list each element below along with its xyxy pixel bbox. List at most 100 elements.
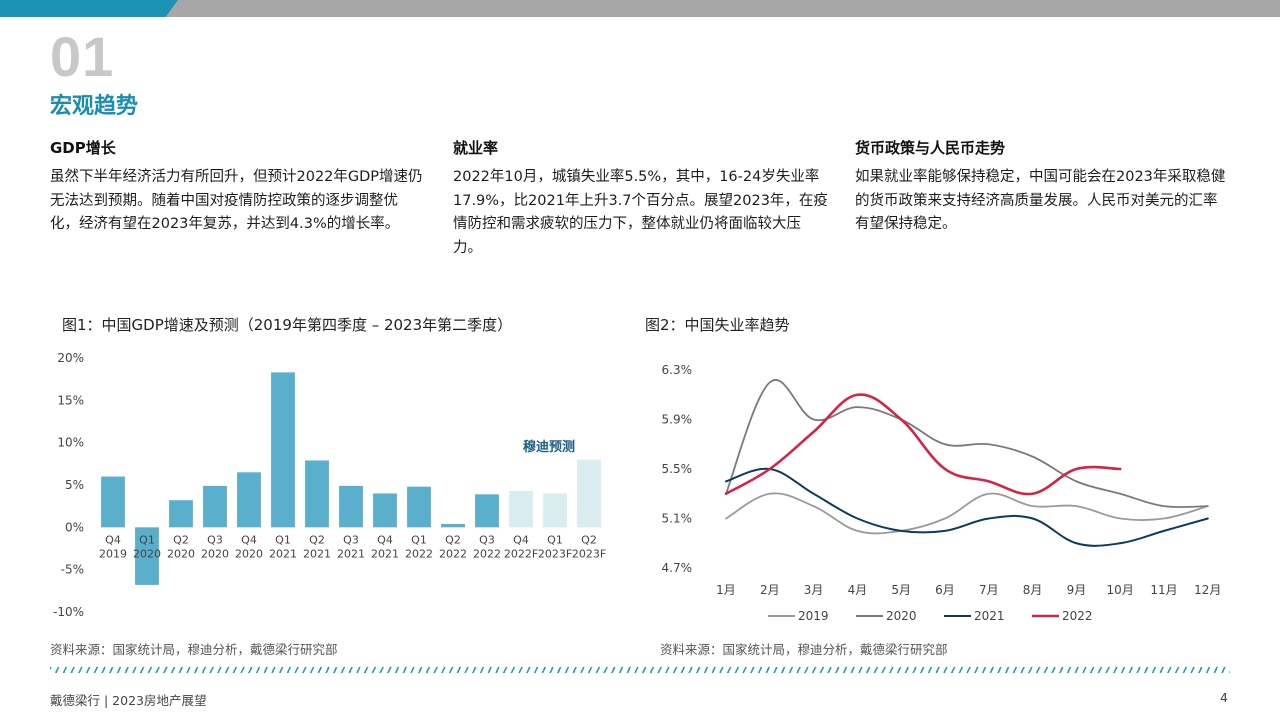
chart1-title: 图1：中国GDP增速及预测（2019年第四季度 – 2023年第二季度） (62, 316, 513, 334)
x-tick-label: 2020 (167, 547, 195, 560)
legend-label: 2021 (974, 609, 1005, 623)
x-tick-label: Q4 (513, 533, 529, 546)
y-tick-label: -5% (61, 563, 84, 577)
y-tick-label: 10% (57, 436, 84, 450)
series-line-2021 (725, 467, 1209, 547)
x-tick-label: Q3 (343, 533, 359, 546)
gdp-bar (441, 523, 465, 528)
x-tick-label: 2022F (504, 547, 538, 560)
x-tick-label: 2019 (99, 547, 127, 560)
gdp-bar (203, 485, 227, 528)
x-tick-label: 2022 (473, 547, 501, 560)
gdp-bar (543, 493, 567, 528)
x-tick-label: Q2 (173, 533, 189, 546)
gdp-bar-chart: -10%-5%0%5%10%15%20%Q42019Q12020Q22020Q3… (53, 351, 606, 619)
footer-divider (50, 667, 1230, 673)
footer-text: 戴德梁行 | 2023房地产展望 (50, 693, 207, 708)
legend-label: 2022 (1062, 609, 1093, 623)
x-tick-label: 5月 (891, 583, 911, 597)
x-tick-label: 2020 (201, 547, 229, 560)
x-tick-label: 2023F (572, 547, 606, 560)
gdp-bar (577, 459, 601, 528)
section-title: 宏观趋势 (50, 94, 139, 119)
section-number: 01 (50, 25, 115, 88)
x-tick-label: Q1 (547, 533, 563, 546)
column-body: 如果就业率能够保持稳定，中国可能会在2023年采取稳健的货币政策来支持经济高质量… (855, 169, 1226, 232)
legend-label: 2019 (798, 609, 829, 623)
gdp-bar (373, 493, 397, 528)
x-tick-label: 11月 (1150, 583, 1177, 597)
gdp-bar (475, 494, 499, 528)
x-tick-label: 6月 (935, 583, 955, 597)
column-employment: 就业率 2022年10月，城镇失业率5.5%，其中，16-24岁失业率17.9%… (453, 138, 828, 260)
legend-label: 2020 (886, 609, 917, 623)
x-tick-label: 1月 (716, 583, 736, 597)
unemployment-line-chart: 4.7% 5.1% 5.5% 5.9% 6.3% 1月 2月 3月 4月 5月 6月 7月 8月 9月 10… (662, 363, 1222, 623)
y-tick-label: 5.5% (662, 462, 693, 476)
x-tick-label: 2020 (133, 547, 161, 560)
column-body: 虽然下半年经济活力有所回升，但预计2022年GDP增速仍无法达到预期。随着中国对… (50, 169, 423, 232)
x-tick-label: Q4 (241, 533, 257, 546)
gdp-bar (305, 460, 329, 528)
x-tick-label: 2022 (405, 547, 433, 560)
gdp-bar (407, 486, 431, 528)
y-tick-label: 15% (57, 393, 84, 407)
x-tick-label: 2021 (269, 547, 297, 560)
x-tick-label: Q2 (581, 533, 597, 546)
top-banner-accent (0, 0, 178, 17)
series-line-2022 (724, 393, 1122, 496)
chart2-source: 资料来源：国家统计局，穆迪分析，戴德梁行研究部 (660, 642, 948, 657)
x-tick-label: Q3 (479, 533, 495, 546)
series-line-2020 (725, 379, 1209, 509)
gdp-bar (237, 472, 261, 528)
x-tick-label: 10月 (1107, 583, 1134, 597)
x-tick-label: Q1 (139, 533, 155, 546)
x-tick-label: 3月 (804, 583, 824, 597)
column-heading: 就业率 (453, 139, 499, 157)
column-heading: GDP增长 (50, 139, 116, 157)
x-tick-label: Q1 (411, 533, 427, 546)
x-tick-label: 2022 (439, 547, 467, 560)
column-gdp: GDP增长 虽然下半年经济活力有所回升，但预计2022年GDP增速仍无法达到预期… (50, 138, 425, 237)
x-tick-label: Q2 (309, 533, 325, 546)
y-tick-label: 5.9% (662, 413, 693, 427)
x-tick-label: 8月 (1023, 583, 1043, 597)
gdp-bar (271, 372, 295, 528)
column-body: 2022年10月，城镇失业率5.5%，其中，16-24岁失业率17.9%，比20… (453, 169, 828, 256)
page-number: 4 (1220, 690, 1228, 705)
column-monetary: 货币政策与人民币走势 如果就业率能够保持稳定，中国可能会在2023年采取稳健的货… (855, 138, 1230, 237)
x-tick-label: Q1 (275, 533, 291, 546)
x-tick-label: Q4 (377, 533, 393, 546)
column-heading: 货币政策与人民币走势 (855, 139, 1006, 157)
x-tick-label: 2021 (371, 547, 399, 560)
top-banner (0, 0, 1280, 17)
gdp-bar (101, 476, 125, 528)
y-tick-label: 5.1% (662, 512, 693, 526)
y-tick-label: 6.3% (662, 363, 693, 377)
x-tick-label: 2月 (760, 583, 780, 597)
gdp-bar (169, 500, 193, 528)
x-tick-label: 9月 (1067, 583, 1087, 597)
x-tick-label: Q4 (105, 533, 121, 546)
x-tick-label: 12月 (1194, 583, 1221, 597)
gdp-bar (135, 527, 159, 585)
y-tick-label: -10% (53, 605, 84, 619)
x-tick-label: 2021 (337, 547, 365, 560)
chart1-source: 资料来源：国家统计局，穆迪分析，戴德梁行研究部 (50, 642, 338, 657)
chart2-title: 图2：中国失业率趋势 (645, 316, 790, 334)
x-tick-label: 4月 (848, 583, 868, 597)
x-tick-label: Q2 (445, 533, 461, 546)
x-tick-label: 7月 (979, 583, 999, 597)
gdp-bar (509, 490, 533, 528)
y-tick-label: 0% (65, 520, 84, 534)
x-tick-label: 2020 (235, 547, 263, 560)
top-banner-grey (0, 0, 1280, 17)
x-tick-label: Q3 (207, 533, 223, 546)
forecast-annotation: 穆迪预测 (523, 439, 575, 455)
x-tick-label: 2021 (303, 547, 331, 560)
y-tick-label: 4.7% (662, 561, 693, 575)
gdp-bar (339, 485, 363, 528)
series-line-2019 (725, 492, 1209, 535)
y-tick-label: 5% (65, 478, 84, 492)
y-tick-label: 20% (57, 351, 84, 365)
